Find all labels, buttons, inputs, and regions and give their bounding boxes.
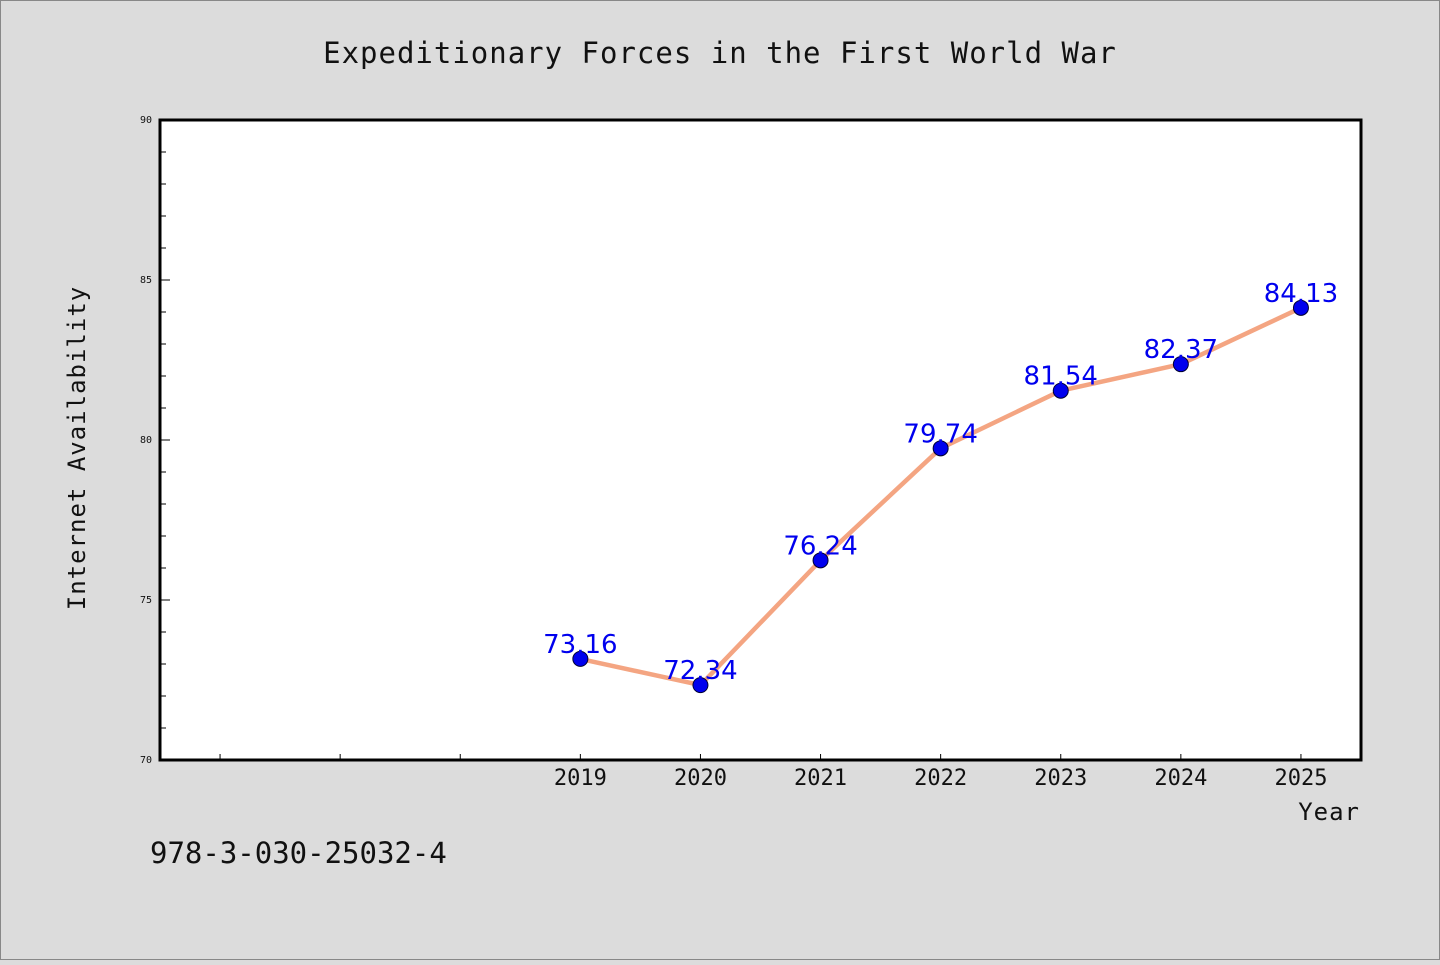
data-point bbox=[1172, 356, 1189, 373]
data-point bbox=[932, 440, 949, 457]
data-labels: 73.16 72.34 76.24 79.74 81.54 82.37 84.13 bbox=[543, 279, 1338, 686]
data-label: 79.74 bbox=[903, 419, 977, 449]
data-point bbox=[1052, 382, 1069, 399]
data-label: 82.37 bbox=[1144, 335, 1218, 365]
x-tick-label: 2024 bbox=[1154, 766, 1207, 791]
data-label: 84.13 bbox=[1264, 279, 1338, 309]
x-tick-label: 2025 bbox=[1274, 766, 1327, 791]
x-axis-title: Year bbox=[1298, 798, 1360, 826]
data-point bbox=[812, 552, 829, 569]
data-label: 76.24 bbox=[783, 531, 857, 561]
y-tick-label: 70 bbox=[140, 755, 152, 766]
plot-area bbox=[160, 120, 1361, 760]
x-tick-label: 2020 bbox=[674, 766, 727, 791]
x-tick-label: 2019 bbox=[554, 766, 607, 791]
data-markers bbox=[572, 299, 1309, 694]
x-tick-label: 2021 bbox=[794, 766, 847, 791]
data-label: 72.34 bbox=[663, 656, 737, 686]
isbn-text: 978-3-030-25032-4 bbox=[150, 836, 447, 870]
x-tick-label: 2022 bbox=[914, 766, 967, 791]
data-point bbox=[1292, 299, 1309, 316]
data-point bbox=[692, 677, 709, 694]
data-point bbox=[572, 650, 589, 667]
y-tick-label: 85 bbox=[140, 275, 152, 286]
y-tick-label: 75 bbox=[140, 595, 152, 606]
x-tick-label: 2023 bbox=[1034, 766, 1087, 791]
y-tick-label: 90 bbox=[140, 115, 152, 126]
plot-frame bbox=[158, 118, 1363, 762]
y-tick-label: 80 bbox=[140, 435, 152, 446]
x-axis-ticks: 2019 2020 2021 2022 2023 2024 2025 bbox=[219, 754, 1327, 791]
data-label: 73.16 bbox=[543, 630, 617, 660]
y-axis-title: Internet Availability bbox=[63, 286, 91, 610]
data-label: 81.54 bbox=[1024, 362, 1098, 392]
chart-title: Expeditionary Forces in the First World … bbox=[323, 36, 1117, 70]
